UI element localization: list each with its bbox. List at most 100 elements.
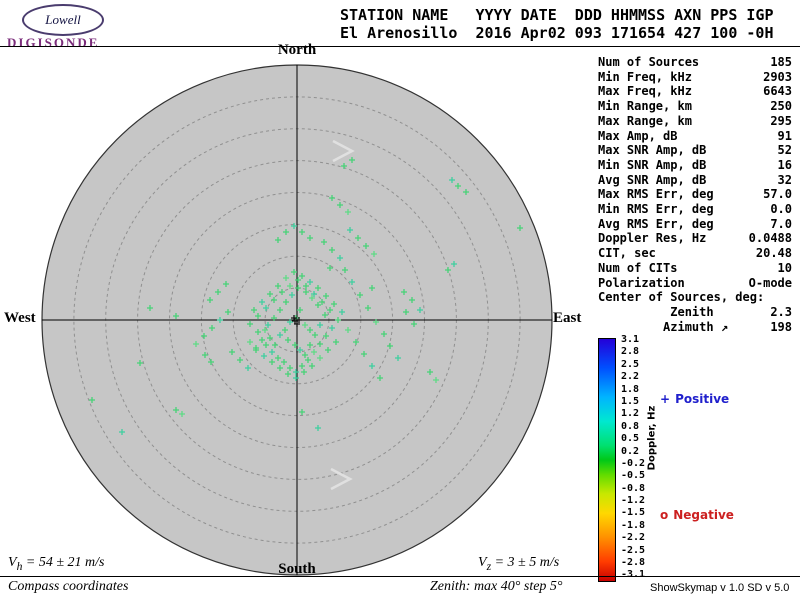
source-point bbox=[263, 305, 269, 311]
vertical-velocity-readout: Vz = 3 ± 5 m/s bbox=[478, 555, 559, 573]
colorbar-tick: 1.5 bbox=[621, 395, 640, 407]
source-point bbox=[291, 223, 297, 229]
source-point bbox=[433, 377, 439, 383]
source-point bbox=[245, 365, 251, 371]
stat-label: Min SNR Amp, dB bbox=[598, 157, 707, 172]
source-point bbox=[295, 277, 301, 283]
stat-row: Max RMS Err, deg 57.0 bbox=[598, 187, 792, 202]
source-point bbox=[312, 332, 318, 338]
source-point bbox=[277, 307, 283, 313]
source-point bbox=[403, 309, 409, 315]
colorbar-tick: -3.1 bbox=[621, 569, 646, 581]
stat-label: Avg RMS Err, deg bbox=[598, 216, 714, 231]
footer-divider bbox=[0, 576, 800, 577]
source-point bbox=[517, 225, 523, 231]
colorbar-tick: 3.1 bbox=[621, 334, 640, 345]
stat-label: Avg SNR Amp, dB bbox=[598, 172, 707, 187]
coordinates-caption: Compass coordinates bbox=[8, 579, 129, 594]
stat-value: 0.0488 bbox=[748, 231, 792, 246]
colorbar-tick: -0.8 bbox=[621, 482, 646, 494]
source-point bbox=[275, 283, 281, 289]
stat-row: Num of CITs 10 bbox=[598, 261, 792, 276]
source-point bbox=[147, 305, 153, 311]
source-point bbox=[261, 353, 267, 359]
source-point bbox=[259, 299, 265, 305]
source-point bbox=[283, 275, 289, 281]
source-point bbox=[223, 281, 229, 287]
stat-row: Avg RMS Err, deg 7.0 bbox=[598, 217, 792, 232]
header-column-titles: STATION NAME YYYY DATE DDD HHMMSS AXN PP… bbox=[340, 6, 774, 24]
source-point bbox=[225, 309, 231, 315]
source-point bbox=[317, 322, 323, 328]
source-point bbox=[89, 397, 95, 403]
source-point bbox=[208, 359, 214, 365]
source-point bbox=[347, 227, 353, 233]
source-point bbox=[297, 347, 303, 353]
colorbar-tick-labels: 3.1 2.8 2.5 2.2 1.8 1.5 1.2 0.8 0.5 0.2 -0.2 -0.5 -0… bbox=[621, 334, 645, 582]
source-point bbox=[361, 351, 367, 357]
source-point bbox=[291, 315, 297, 321]
source-point bbox=[345, 327, 351, 333]
stat-label: Min Range, km bbox=[598, 99, 692, 114]
colorbar-tick: 2.8 bbox=[621, 346, 640, 358]
source-point bbox=[275, 355, 281, 361]
source-point bbox=[323, 333, 329, 339]
source-point bbox=[333, 339, 339, 345]
source-point bbox=[377, 375, 383, 381]
stat-row: Avg SNR Amp, dB 32 bbox=[598, 173, 792, 188]
stat-label: Max RMS Err, deg bbox=[598, 187, 714, 202]
source-point bbox=[319, 299, 325, 305]
source-point bbox=[303, 283, 309, 289]
stat-value: 185 bbox=[770, 55, 792, 69]
doppler-colorbar bbox=[598, 338, 616, 582]
source-point bbox=[269, 359, 275, 365]
stat-value: 295 bbox=[770, 113, 792, 128]
source-point bbox=[307, 235, 313, 241]
positive-label: Positive bbox=[675, 392, 730, 406]
source-point bbox=[297, 307, 303, 313]
source-point bbox=[255, 329, 261, 335]
source-point bbox=[269, 349, 275, 355]
source-point bbox=[451, 261, 457, 267]
source-point bbox=[173, 407, 179, 413]
stat-row: Max Amp, dB 91 bbox=[598, 129, 792, 144]
stat-label: CIT, sec bbox=[598, 246, 656, 261]
positive-legend: + Positive bbox=[660, 392, 729, 406]
stat-row: Doppler Res, Hz 0.0488 bbox=[598, 231, 792, 246]
source-point bbox=[281, 359, 287, 365]
stat-row: Min Freq, kHz 2903 bbox=[598, 70, 792, 85]
source-point bbox=[449, 177, 455, 183]
stat-label: Azimuth ↗ bbox=[598, 319, 729, 334]
stat-label: Max Amp, dB bbox=[598, 128, 678, 143]
stat-value: 198 bbox=[770, 319, 792, 334]
source-point bbox=[251, 307, 257, 313]
rotation-chevron-icons bbox=[330, 139, 355, 491]
stat-value: 57.0 bbox=[763, 187, 792, 202]
stat-label: Max SNR Amp, dB bbox=[598, 143, 707, 158]
source-point bbox=[349, 279, 355, 285]
source-point bbox=[277, 365, 283, 371]
vz-subscript: z bbox=[486, 559, 492, 573]
source-point bbox=[253, 347, 259, 353]
source-point bbox=[355, 235, 361, 241]
source-point bbox=[401, 289, 407, 295]
source-point bbox=[307, 327, 313, 333]
source-point bbox=[217, 317, 223, 323]
source-point bbox=[331, 301, 337, 307]
source-point bbox=[282, 327, 288, 333]
colorbar-tick: -0.2 bbox=[621, 457, 646, 469]
source-point bbox=[193, 341, 199, 347]
stat-value: 6643 bbox=[763, 84, 792, 99]
source-point bbox=[287, 365, 293, 371]
colorbar-tick: -0.5 bbox=[621, 470, 646, 482]
stat-value: 10 bbox=[777, 260, 792, 275]
source-point bbox=[317, 341, 323, 347]
stat-row: Polarization O-mode bbox=[598, 276, 792, 291]
stat-row: Zenith 2.3 bbox=[598, 305, 792, 320]
source-point bbox=[267, 335, 273, 341]
source-point bbox=[299, 409, 305, 415]
source-point bbox=[255, 313, 261, 319]
source-point bbox=[311, 291, 317, 297]
compass-label-north: North bbox=[277, 42, 317, 58]
